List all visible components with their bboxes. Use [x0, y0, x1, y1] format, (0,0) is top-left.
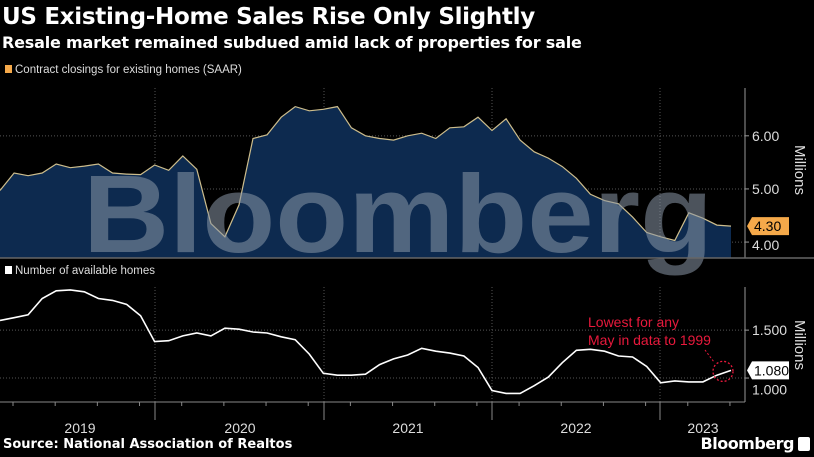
last-value-label: 1.080 [754, 362, 789, 378]
bottom-y-axis: 1.000 1.500 1.080 [744, 287, 789, 402]
y-tick-label: 4.00 [752, 237, 779, 253]
y-tick-label: 1.000 [752, 381, 787, 397]
bottom-y-axis-label: Millions [791, 320, 808, 370]
sales-area [0, 106, 731, 258]
annotation-arrow [704, 349, 715, 363]
sales-legend-label: Contract closings for existing homes (SA… [15, 64, 242, 76]
bottom-gridlines [0, 287, 745, 402]
y-tick-label: 1.500 [752, 322, 787, 338]
last-value-label: 4.30 [754, 218, 781, 234]
source-note: Source: National Association of Realtos [3, 437, 293, 452]
chart-subtitle: Resale market remained subdued amid lack… [2, 33, 582, 52]
x-tick-label: 2022 [560, 420, 591, 436]
last-value-badge [747, 361, 789, 380]
chart-title: US Existing-Home Sales Rise Only Slightl… [2, 4, 535, 30]
x-tick-label: 2021 [392, 420, 423, 436]
top-y-axis: 4.00 5.00 6.00 4.30 [744, 88, 789, 258]
inventory-legend-label: Number of available homes [15, 265, 155, 277]
x-tick-label: 2019 [64, 420, 95, 436]
inventory-line [0, 289, 732, 395]
x-tick-label: 2023 [687, 420, 718, 436]
y-tick-label: 6.00 [752, 128, 779, 144]
bloomberg-logo: Bloomberg [700, 434, 795, 453]
bloomberg-watermark: Bloomberg [83, 153, 713, 276]
annotation-line1: Lowest for any [588, 314, 679, 330]
x-tick-label: 2020 [224, 420, 255, 436]
x-axis-ticks [12, 402, 731, 420]
last-value-badge [747, 217, 789, 236]
annotation-circle [712, 360, 734, 383]
inventory-legend-swatch [5, 266, 12, 274]
annotation-line2: May in data to 1999 [588, 332, 711, 348]
y-tick-label: 5.00 [752, 181, 779, 197]
top-y-axis-label: Millions [791, 145, 808, 195]
sales-line [0, 105, 732, 242]
sales-legend-swatch [5, 65, 12, 73]
x-axis-labels: 2019 2020 2021 2022 2023 [64, 420, 718, 436]
bloomberg-terminal-icon [798, 437, 810, 451]
